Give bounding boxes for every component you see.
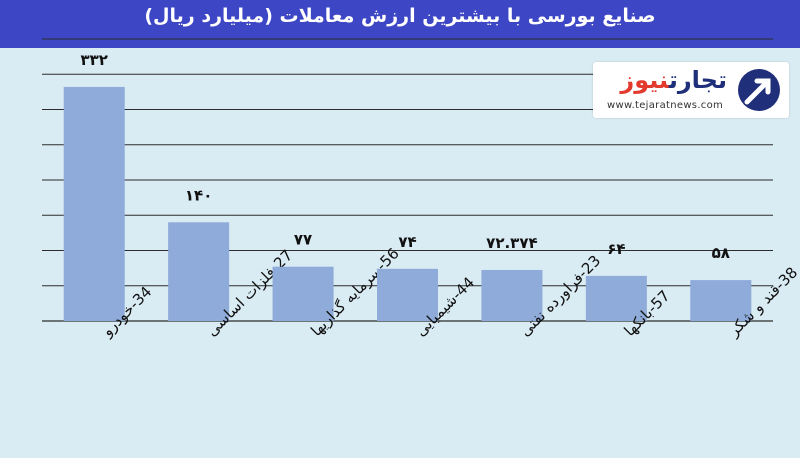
logo-name-accent: نیوز (620, 66, 669, 94)
chart-title: صنایع بورسی با بیشترین ارزش معاملات (میل… (144, 5, 656, 27)
logo-name-dark: تجارت (668, 66, 727, 94)
data-label: ۷۲.۳۷۴ (486, 234, 537, 252)
bar (272, 266, 334, 321)
data-label: ۱۴۰ (185, 186, 212, 204)
arrow-circle-logo-icon (738, 69, 780, 111)
data-label: ۷۴ (398, 233, 416, 251)
bar (63, 86, 125, 321)
bar (377, 268, 438, 321)
data-label: ۶۴ (607, 240, 625, 258)
logo-name: تجارتنیوز (620, 66, 727, 94)
data-label: ۷۷ (294, 231, 312, 249)
logo-url: www.tejaratnews.com (607, 100, 724, 111)
bar (168, 222, 230, 321)
header-bar (0, 0, 800, 48)
data-label: ۳۳۲ (80, 51, 107, 69)
bar (585, 275, 647, 321)
tejaratnews-logo: تجارتنیوز www.tejaratnews.com (593, 62, 789, 118)
bar (690, 280, 752, 321)
data-label: ۵۸ (712, 244, 730, 262)
bar (481, 269, 543, 321)
